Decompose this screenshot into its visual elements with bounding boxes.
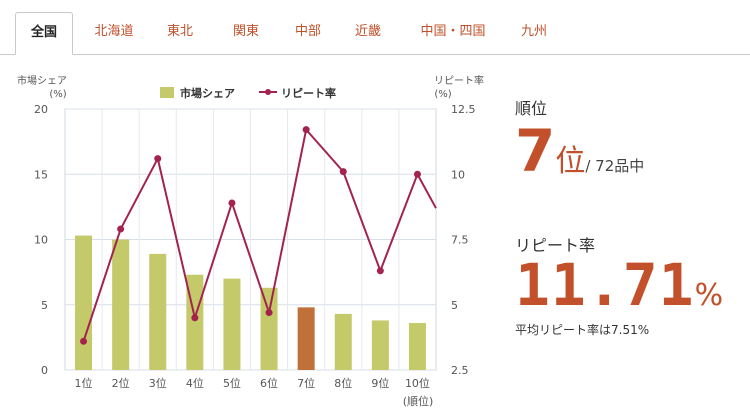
repeat-rate-point: [302, 126, 310, 134]
left-axis-unit: (%): [49, 89, 66, 100]
legend-line-marker: [265, 89, 271, 95]
x-tick-label: 3位: [149, 376, 167, 390]
region-tabs: 全国 北海道 東北 関東 中部 近畿 中国・四国 九州: [0, 0, 750, 55]
repeat-rate-point: [117, 225, 125, 233]
repeat-rate-line: [82, 127, 437, 342]
right-tick-label: 10: [451, 168, 465, 181]
tab-kyushu[interactable]: 九州: [520, 24, 547, 39]
left-tick-label: 0: [41, 364, 48, 377]
repeat-rate-point: [413, 170, 421, 178]
x-tick-label: 8位: [334, 376, 352, 390]
legend-bar-label: 市場シェア: [180, 86, 235, 100]
tab-kinki[interactable]: 近畿: [354, 24, 381, 39]
tab-hokkaido[interactable]: 北海道: [94, 24, 134, 39]
repeat-rate-point: [339, 168, 347, 176]
right-tick-label: 7.5: [451, 234, 469, 247]
tab-chugoku-shikoku[interactable]: 中国・四国: [420, 24, 486, 39]
right-axis-title: リピート率: [434, 74, 484, 87]
right-tick-label: 12.5: [451, 103, 476, 116]
left-tick-label: 15: [34, 168, 48, 181]
repeat-rate-point: [376, 267, 384, 275]
repeat-rate-point: [191, 314, 199, 322]
rank-value: 7: [515, 117, 556, 185]
combo-chart: 0 5 10 15 20 2.5 5 7.5 10 12.5 市場シェア (%) リピート率 (%) 市場シ…: [17, 74, 484, 408]
repeat-rate-point: [154, 155, 162, 163]
x-tick-label: 10位: [405, 376, 430, 390]
x-tick-label: 4位: [186, 376, 204, 390]
tab-tohoku[interactable]: 東北: [166, 24, 193, 39]
left-tick-label: 20: [34, 103, 48, 116]
left-axis-title: 市場シェア: [17, 74, 67, 87]
repeat-rate-point: [80, 337, 88, 345]
bar-market-share: [408, 323, 426, 370]
rank-total: / 72品中: [585, 157, 645, 175]
left-tick-label: 5: [41, 299, 48, 312]
x-tick-label: 7位: [297, 376, 315, 390]
tab-chubu[interactable]: 中部: [294, 24, 321, 39]
right-tick-label: 5: [451, 299, 458, 312]
bar-market-share: [371, 320, 389, 370]
rank-line: 7位/ 72品中: [515, 121, 745, 181]
bar-market-share: [297, 307, 315, 370]
bar-market-share: [260, 287, 278, 370]
x-tick-label: 9位: [371, 376, 389, 390]
repeat-rate-point: [265, 309, 273, 317]
bar-market-share: [334, 313, 352, 370]
right-axis-unit: (%): [434, 89, 451, 100]
bar-market-share: [75, 235, 93, 370]
x-tick-label: 5位: [223, 376, 241, 390]
x-tick-label: 2位: [112, 376, 130, 390]
repeat-rate-point: [228, 199, 236, 207]
bar-market-share: [112, 239, 130, 370]
x-axis-unit: (順位): [403, 394, 434, 408]
x-tick-label: 1位: [75, 376, 93, 390]
rank-label: 順位: [515, 99, 548, 118]
repeat-rate-value: 11.71: [515, 251, 695, 319]
legend-bar-swatch: [160, 87, 174, 98]
rank-panel: 順位 7位/ 72品中: [515, 95, 745, 181]
right-tick-label: 2.5: [451, 364, 469, 377]
repeat-rate-value-line: 11.71%: [515, 253, 723, 317]
left-tick-label: 10: [34, 234, 48, 247]
repeat-rate-unit: %: [694, 278, 724, 313]
tab-nationwide[interactable]: 全国: [15, 12, 73, 55]
legend-line-label: リピート率: [281, 86, 336, 100]
average-repeat-text: 平均リピート率は7.51%: [515, 323, 650, 337]
bar-market-share: [149, 253, 167, 370]
repeat-rate-label: リピート率: [515, 236, 596, 255]
rank-unit: 位: [555, 144, 586, 179]
x-tick-label: 6位: [260, 376, 278, 390]
tabs-divider: [0, 54, 750, 55]
tab-kanto[interactable]: 関東: [232, 24, 259, 39]
bar-market-share: [223, 278, 241, 370]
